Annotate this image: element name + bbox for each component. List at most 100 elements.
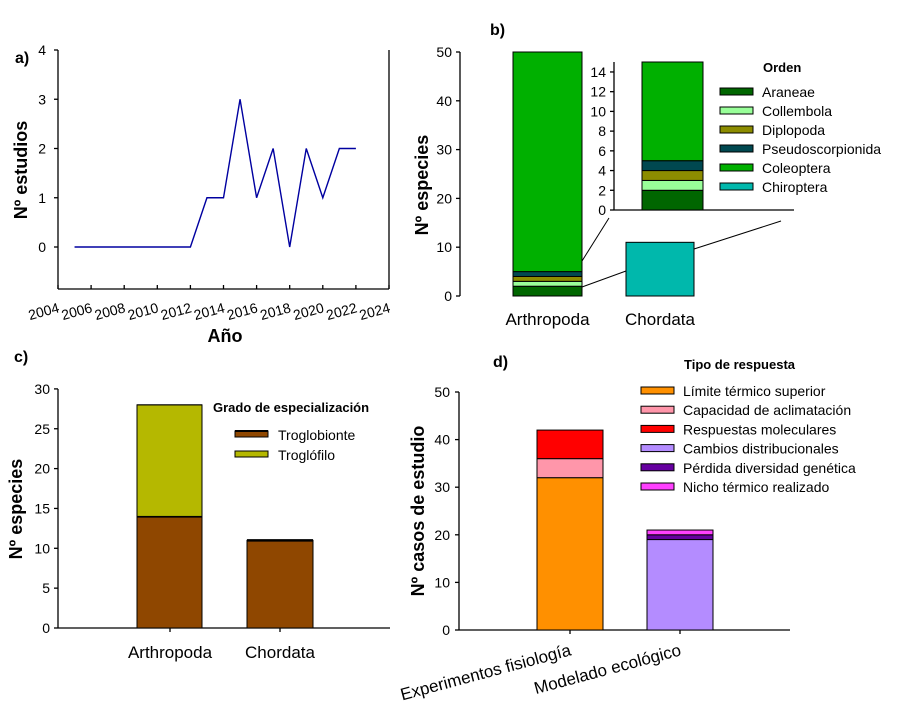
category-label-arthropoda: Arthropoda [128,643,213,662]
y-tick-label-c: 5 [42,580,50,596]
legend-label-respuestas-moleculares: Respuestas moleculares [683,421,836,437]
legend-label-cambios-distribucionales: Cambios distribucionales [683,441,839,457]
x-tick-label-a: 2008 [93,299,127,323]
bar-segment-límite-térmico-superior [536,477,604,631]
y-tick-label-c: 10 [34,540,50,556]
inset-bar-segment-coleoptera [641,61,704,162]
legend-label-troglófilo: Troglófilo [278,447,335,463]
bar-segment-troglófilo [136,404,203,517]
y-tick-label-c: 15 [34,500,50,516]
y-axis-title-a: Nº estudios [11,121,31,220]
y-axis-title-b: Nº especies [412,135,432,236]
x-tick-label-a: 2006 [60,299,94,323]
legend-swatch-collembola [719,106,754,115]
y-tick-label-c: 30 [34,381,50,397]
x-axis-title-a: Año [208,326,243,346]
y-tick-label-a: 2 [38,141,46,157]
zoom-connector-line [581,270,627,288]
inset-bar-segment-araneae [641,189,704,211]
y-tick-label-b: 20 [436,190,452,206]
inset-y-tick-label: 4 [598,163,606,179]
y-tick-label-b: 10 [436,239,452,255]
y-tick-label-b: 40 [436,93,452,109]
data-line-a [74,99,356,248]
bar-segment-pérdida-diversidad-genética [646,534,714,541]
legend-swatch-nicho-térmico-realizado [640,482,675,491]
legend-title-d: Tipo de respuesta [684,357,796,372]
zoom-connector-line [581,217,610,262]
legend-swatch-troglófilo [234,450,269,458]
x-tick-label-a: 2010 [126,299,160,323]
y-tick-label-a: 0 [38,239,46,255]
bar-segment-troglobionte [246,539,314,629]
category-label-chordata: Chordata [625,310,695,329]
y-tick-label-d: 40 [434,432,450,448]
bar-segment-nicho-térmico-realizado [646,529,714,536]
bar-segment-araneae [512,285,583,297]
y-axis-title-d: Nº casos de estudio [408,426,428,597]
x-tick-label-a: 2018 [258,299,292,323]
legend-swatch-pérdida-diversidad-genética [640,463,675,472]
y-tick-label-d: 10 [434,574,450,590]
bar-segment-coleoptera [512,51,583,273]
bar-segment-cambios-distribucionales [646,539,714,631]
x-tick-label-a: 2024 [358,299,392,323]
x-tick-label-a: 2014 [192,299,226,323]
inset-y-tick-label: 6 [598,143,606,159]
y-tick-label-d: 0 [442,622,450,638]
bar-segment-chiroptera [625,241,695,297]
panel-label-d: d) [493,354,508,371]
legend-label-araneae: Araneae [762,84,815,100]
y-tick-label-c: 0 [42,620,50,636]
panel-label-c: c) [14,349,28,366]
y-tick-label-c: 25 [34,421,50,437]
inset-bar-segment-diplopoda [641,170,704,181]
legend-swatch-pseudoscorpionida [719,144,754,153]
legend-label-capacidad-de-aclimatación: Capacidad de aclimatación [683,402,851,418]
legend-swatch-respuestas-moleculares [640,424,675,433]
y-tick-label-d: 30 [434,479,450,495]
inset-y-tick-label: 8 [598,123,606,139]
inset-y-tick-label: 12 [590,84,606,100]
bar-segment-diplopoda [512,275,583,282]
legend-label-pérdida-diversidad-genética: Pérdida diversidad genética [683,460,856,476]
legend-label-pseudoscorpionida: Pseudoscorpionida [762,141,881,157]
y-axis-title-c: Nº especies [6,459,26,560]
bar-segment-capacidad-de-aclimatación [536,458,604,479]
bar-segment-respuestas-moleculares [536,429,604,460]
category-label-chordata: Chordata [245,643,315,662]
legend-swatch-diplopoda [719,125,754,134]
legend-title-b: Orden [763,60,801,75]
inset-y-tick-label: 14 [590,64,606,80]
inset-y-tick-label: 2 [598,182,606,198]
inset-y-tick-label: 0 [598,202,606,218]
legend-label-nicho-térmico-realizado: Nicho térmico realizado [683,479,829,495]
legend-label-límite-térmico-superior: Límite térmico superior [683,383,826,399]
legend-swatch-límite-térmico-superior [640,386,675,395]
y-tick-label-b: 50 [436,44,452,60]
inset-bar-segment-collembola [641,179,704,191]
zoom-connector-line [693,220,782,250]
x-tick-label-a: 2016 [225,299,259,323]
bar-segment-pseudoscorpionida [512,271,583,277]
y-tick-label-a: 1 [38,190,46,206]
bar-segment-troglobionte [136,515,203,629]
y-tick-label-d: 20 [434,527,450,543]
inset-y-tick-label: 10 [590,103,606,119]
x-tick-label-a: 2022 [324,299,358,323]
legend-label-collembola: Collembola [762,103,832,119]
x-tick-label-a: 2004 [27,299,61,323]
legend-label-diplopoda: Diplopoda [762,122,825,138]
legend-label-troglobionte: Troglobionte [278,427,356,443]
legend-swatch-coleoptera [719,163,754,172]
panel-label-a: a) [15,50,29,67]
legend-swatch-capacidad-de-aclimatación [640,405,675,414]
legend-swatch-araneae [719,87,754,96]
y-tick-label-a: 4 [38,42,46,58]
y-tick-label-c: 20 [34,461,50,477]
legend-title-c: Grado de especialización [213,400,369,415]
category-label-arthropoda: Arthropoda [505,310,590,329]
x-tick-label-a: 2020 [291,299,325,323]
y-tick-label-b: 30 [436,142,452,158]
